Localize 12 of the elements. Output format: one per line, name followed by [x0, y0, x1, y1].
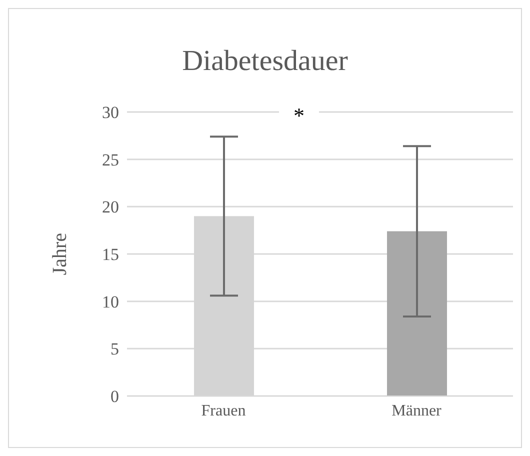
y-tick-label: 25 — [102, 150, 119, 170]
y-tick-label: 30 — [102, 103, 119, 122]
y-tick-label: 20 — [102, 198, 119, 217]
y-axis-title: Jahre — [49, 232, 72, 276]
annotation: * — [279, 103, 319, 129]
y-tick-label: 0 — [110, 387, 119, 406]
x-tick-label: Frauen — [201, 402, 246, 420]
y-tick-label: 15 — [102, 245, 119, 264]
y-tick-label: 10 — [102, 292, 119, 312]
x-tick-label: Männer — [392, 402, 442, 420]
y-tick-label: 5 — [110, 340, 119, 359]
chart-title: Diabetesdauer — [181, 45, 349, 78]
